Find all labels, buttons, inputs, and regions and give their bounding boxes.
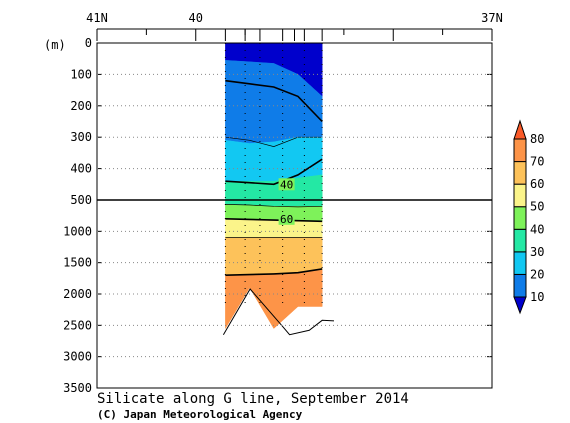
plot-frame [96,42,493,389]
y-tick-label: 400 [70,162,92,176]
colorbar-label: 40 [530,222,544,236]
contour-line-30 [225,136,323,147]
y-tick-label: 2500 [63,318,92,332]
colorbar-label: 80 [530,132,544,146]
colorbar-swatch-1 [513,273,527,298]
colorbar-label: 60 [530,177,544,191]
y-tick-label: 100 [70,67,92,81]
contour-lines: 40 60 [224,43,323,307]
colorbar-swatch-3 [513,228,527,253]
colorbar-label: 70 [530,155,544,169]
colorbar-bottom-arrow [513,296,527,315]
y-tick-label: 3500 [63,381,92,395]
x-tick-label: 40 [189,11,203,25]
colorbar-label: 20 [530,267,544,281]
section-band-2 [225,136,323,182]
y-tick-label: 0 [85,36,92,50]
contour-label-bg-1 [278,212,295,225]
axes: 41N 40 37N 0 100 200 300 400 500 1000 1500 2000 2500… [63,11,503,395]
y-tick-label: 1000 [63,224,92,238]
chart-credit: (C) Japan Meteorological Agency [97,408,303,421]
contour-label-bg-0 [278,178,295,191]
y-tick-label: 2000 [63,287,92,301]
x-tick-label: 41N [86,11,108,25]
y-tick-label: 1500 [63,256,92,270]
section-band-7 [225,269,323,330]
colorbar-swatch-7 [513,138,527,163]
seafloor-line [222,288,335,336]
colorbar-label: 50 [530,200,544,214]
y-tick-label: 3000 [63,350,92,364]
y-tick-label: 500 [70,193,92,207]
colorbar-swatch-2 [513,251,527,275]
contour-line-50 [225,204,323,208]
seafloor-profile [222,288,335,336]
section-fill [225,42,323,330]
colorbar-swatch-6 [513,161,527,185]
contour-line-60 [225,218,323,223]
section-band-6 [225,237,323,276]
y-unit-label: (m) [44,38,66,52]
y-tick-label: 200 [70,99,92,113]
colorbar: 10 20 30 40 50 60 70 80 [513,119,544,315]
colorbar-swatch-4 [513,206,527,230]
x-tick-label: 37N [481,11,503,25]
colorbar-label: 30 [530,245,544,259]
contour-label-1: 60 [280,213,293,226]
colorbar-label: 10 [530,290,544,304]
contour-line-20 [225,79,323,123]
colorbar-swatch-5 [513,183,527,208]
chart-title: Silicate along G line, September 2014 [97,391,409,407]
y-tick-label: 300 [70,130,92,144]
contour-line-40 [225,158,323,186]
colorbar-top-arrow [513,119,527,140]
contour-line-80 [225,268,323,276]
contour-label-0: 40 [280,178,293,191]
